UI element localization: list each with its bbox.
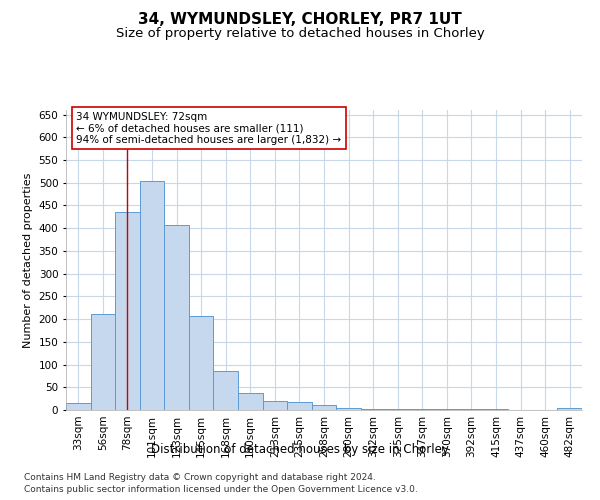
Text: Contains HM Land Registry data © Crown copyright and database right 2024.: Contains HM Land Registry data © Crown c… xyxy=(24,472,376,482)
Bar xyxy=(164,225,189,410)
Bar xyxy=(189,316,214,410)
Bar xyxy=(361,409,385,410)
Bar xyxy=(434,409,459,410)
Bar xyxy=(140,182,164,410)
Bar xyxy=(214,372,238,410)
Bar xyxy=(385,409,410,410)
Bar xyxy=(66,403,91,410)
Text: 34 WYMUNDSLEY: 72sqm
← 6% of detached houses are smaller (111)
94% of semi-detac: 34 WYMUNDSLEY: 72sqm ← 6% of detached ho… xyxy=(76,112,341,144)
Text: Contains public sector information licensed under the Open Government Licence v3: Contains public sector information licen… xyxy=(24,485,418,494)
Bar xyxy=(312,406,336,410)
Bar xyxy=(91,314,115,410)
Bar xyxy=(484,409,508,410)
Bar xyxy=(287,402,312,410)
Bar xyxy=(410,409,434,410)
Bar xyxy=(459,409,484,410)
Text: 34, WYMUNDSLEY, CHORLEY, PR7 1UT: 34, WYMUNDSLEY, CHORLEY, PR7 1UT xyxy=(138,12,462,28)
Y-axis label: Number of detached properties: Number of detached properties xyxy=(23,172,33,348)
Bar xyxy=(263,401,287,410)
Bar xyxy=(238,392,263,410)
Text: Distribution of detached houses by size in Chorley: Distribution of detached houses by size … xyxy=(151,442,449,456)
Bar xyxy=(336,408,361,410)
Text: Size of property relative to detached houses in Chorley: Size of property relative to detached ho… xyxy=(116,28,484,40)
Bar xyxy=(115,212,140,410)
Bar xyxy=(557,408,582,410)
